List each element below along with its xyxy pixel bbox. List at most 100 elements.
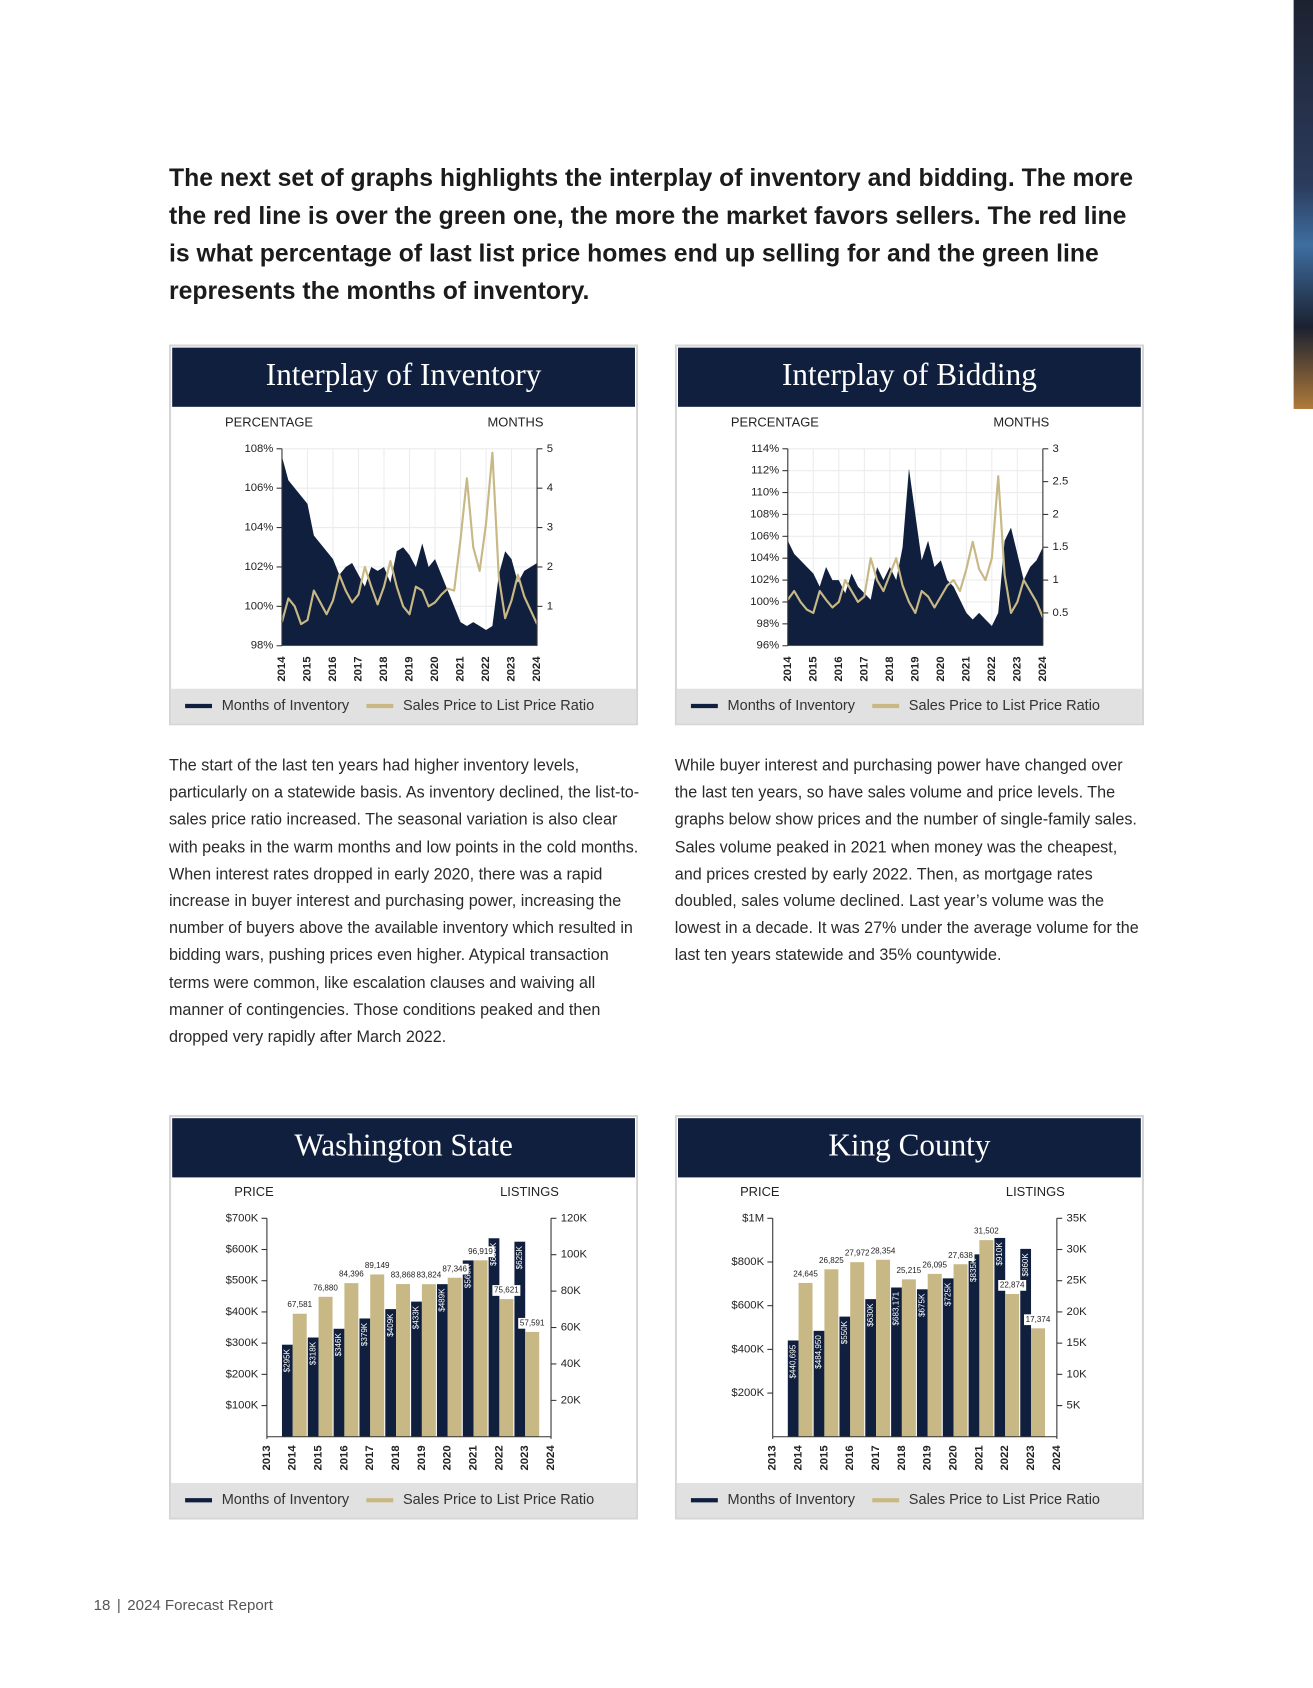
x-tick-label: 2018	[884, 657, 896, 682]
y-tick-label: 110%	[751, 487, 779, 499]
value-label: 57,591	[520, 1318, 545, 1327]
y2-tick-label: 60K	[561, 1322, 582, 1334]
legend-band	[171, 688, 637, 724]
chart-title: Washington State	[294, 1127, 512, 1162]
x-tick-label: 2021	[960, 657, 972, 682]
x-tick-label: 2014	[287, 1445, 299, 1471]
y2-tick-label: 3	[1053, 443, 1059, 455]
y2-tick-label: 5	[547, 443, 553, 455]
y2-tick-label: 10K	[1067, 1368, 1088, 1380]
left-paragraph: The start of the last ten years had high…	[168, 756, 640, 1047]
legend-band	[676, 1483, 1142, 1518]
x-tick-label: 2020	[442, 1445, 454, 1470]
y-tick-label: $600K	[731, 1300, 764, 1312]
x-tick-label: 2023	[1025, 1445, 1037, 1470]
y2-tick-label: 2.5	[1053, 476, 1069, 488]
y-tick-label: $1M	[742, 1212, 764, 1224]
x-tick-label: 2023	[1011, 657, 1023, 682]
x-tick-label: 2021	[973, 1445, 985, 1470]
area	[281, 456, 538, 646]
value-label: 67,581	[287, 1300, 312, 1309]
y-tick-label: 108%	[244, 443, 273, 455]
value-label-box	[414, 1270, 443, 1281]
y-tick-label: $600K	[226, 1243, 259, 1255]
bar	[839, 1316, 851, 1437]
value-label-box	[817, 1255, 846, 1267]
bar	[436, 1284, 448, 1437]
bar	[979, 1240, 994, 1437]
bar	[411, 1301, 422, 1437]
value-label-box	[946, 1250, 975, 1262]
value-label-box	[518, 1317, 547, 1329]
x-tick-label: 2016	[833, 657, 845, 682]
legend-label: Sales Price to List Price Ratio	[909, 1492, 1100, 1508]
y-axis-title: PERCENTAGE	[225, 414, 313, 429]
y-tick-label: 102%	[244, 561, 273, 573]
value-label-box	[440, 1263, 469, 1275]
chart-bidding: Interplay of Bidding PERCENTAGE MONTHS 96% 9…	[674, 344, 1145, 726]
y-tick-label: 112%	[751, 465, 779, 477]
bar	[865, 1299, 877, 1437]
value-label-box	[311, 1282, 340, 1294]
legend-label: Months of Inventory	[222, 1492, 350, 1508]
bar	[916, 1289, 928, 1437]
legend-label: Months of Inventory	[728, 698, 856, 714]
y2-tick-label: 1	[547, 600, 553, 612]
x-tick-label: 2019	[416, 1445, 428, 1470]
bar	[1031, 1328, 1046, 1437]
x-tick-label: 2018	[896, 1445, 908, 1470]
x-tick-label: 2019	[922, 1445, 934, 1470]
bar	[850, 1262, 865, 1437]
value-label: $295K	[282, 1348, 291, 1372]
x-tick-label: 2017	[858, 657, 870, 682]
y2-tick-label: 20K	[1067, 1306, 1088, 1318]
bar	[396, 1284, 411, 1437]
bar	[901, 1279, 916, 1437]
y2-tick-label: 40K	[561, 1358, 582, 1370]
bar	[876, 1259, 891, 1437]
bar	[359, 1318, 371, 1437]
x-tick-label: 2021	[468, 1445, 480, 1470]
value-label: 25,215	[897, 1266, 922, 1275]
x-tick-label: 2023	[506, 657, 518, 682]
x-tick-label: 2018	[378, 657, 390, 682]
bar	[927, 1273, 942, 1437]
value-label: $484,950	[814, 1335, 823, 1369]
y2-tick-label: 4	[547, 482, 553, 494]
bar	[385, 1309, 397, 1437]
bar	[813, 1330, 825, 1437]
bar	[824, 1269, 839, 1437]
value-label-box	[894, 1265, 923, 1277]
value-label: $379K	[360, 1322, 369, 1346]
y-tick-label: 104%	[244, 522, 273, 534]
value-label: 89,149	[365, 1261, 390, 1270]
y2-tick-label: 1	[1053, 574, 1059, 586]
x-tick-label: 2021	[455, 657, 467, 682]
line	[786, 475, 1044, 618]
value-label: $860K	[1021, 1253, 1030, 1277]
bar	[473, 1260, 488, 1437]
value-label: $489K	[437, 1288, 446, 1312]
y2-tick-label: 2	[1053, 508, 1059, 520]
bar	[462, 1260, 474, 1437]
page-number: 18	[93, 1596, 111, 1614]
value-label-box	[466, 1246, 495, 1258]
y-tick-label: 114%	[751, 443, 779, 455]
legend-band	[171, 1483, 637, 1518]
value-label: 87,346	[442, 1264, 467, 1273]
header	[172, 347, 635, 407]
y-tick-label: 98%	[757, 618, 780, 630]
bar	[514, 1241, 526, 1437]
value-label: 26,095	[922, 1260, 947, 1269]
x-tick-label: 2016	[338, 1445, 350, 1470]
value-label-box	[285, 1299, 314, 1311]
value-label: $910K	[995, 1242, 1004, 1266]
y-axis-title: PRICE	[740, 1184, 780, 1199]
y-tick-label: $200K	[226, 1368, 259, 1380]
x-tick-label: 2016	[844, 1445, 856, 1470]
value-label-box	[972, 1226, 1001, 1237]
x-tick-label: 2022	[999, 1445, 1011, 1470]
value-label: 84,396	[339, 1270, 364, 1279]
y2-tick-label: 120K	[561, 1212, 588, 1224]
